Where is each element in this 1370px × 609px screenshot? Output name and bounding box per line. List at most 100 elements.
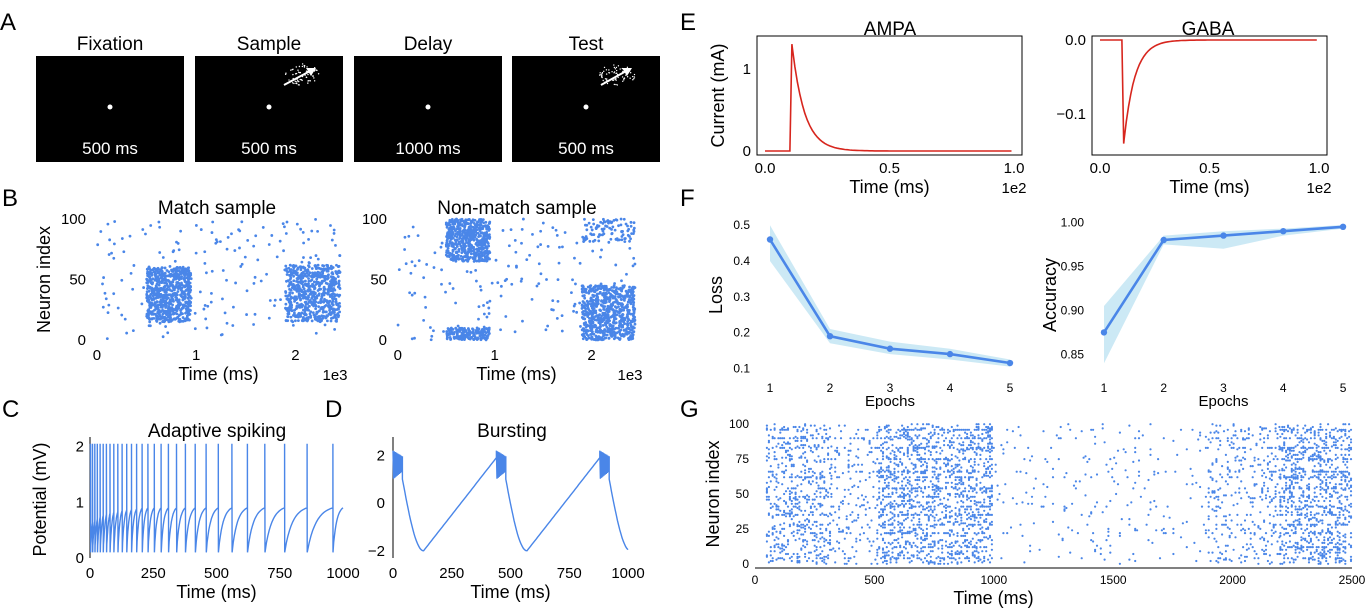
spike-point [252, 244, 256, 248]
spike-point [101, 282, 104, 286]
tick-label: 0 [76, 550, 84, 567]
spike-point [590, 228, 594, 232]
spike-point [335, 319, 338, 323]
spike-point [887, 492, 890, 496]
spike-point [455, 238, 459, 242]
spike-point [319, 301, 323, 305]
spike-point [910, 487, 913, 490]
panel-letter-c: C [2, 396, 19, 423]
spike-point [603, 328, 607, 332]
spike-point [159, 310, 162, 314]
spike-point [969, 540, 973, 543]
spike-point [288, 273, 291, 277]
spike-point [857, 448, 860, 451]
spike-point [485, 226, 489, 230]
spike-point [902, 504, 906, 507]
spike-point [503, 279, 507, 282]
spike-point [246, 238, 250, 242]
spike-point [800, 483, 803, 486]
motion-dot [629, 77, 631, 79]
spike-point [933, 491, 936, 494]
spike-point [767, 452, 771, 455]
spike-point [815, 548, 818, 551]
spike-point [600, 248, 603, 252]
spike-point [802, 478, 805, 482]
spike-point [914, 532, 917, 535]
spike-point [628, 246, 632, 250]
spike-point [954, 540, 957, 543]
spike-point [864, 508, 867, 511]
spike-point [333, 327, 337, 331]
spike-point [868, 540, 871, 543]
spike-point [581, 290, 585, 293]
spike-point [327, 285, 331, 289]
spike-point [883, 495, 887, 498]
spike-point [914, 487, 917, 490]
spike-point [485, 334, 489, 338]
spike-point [777, 498, 780, 501]
spike-point [488, 237, 491, 240]
spike-point [794, 476, 797, 479]
spike-point [456, 224, 459, 228]
spike-point [950, 557, 953, 560]
spike-point [979, 481, 982, 484]
spike-point [231, 324, 235, 327]
spike-point [827, 446, 830, 449]
motion-dot [617, 76, 619, 79]
spike-point [929, 534, 932, 538]
spike-point [885, 504, 888, 507]
spike-point [233, 249, 237, 252]
spike-point [783, 522, 786, 525]
spike-point [804, 472, 807, 475]
spike-point [802, 513, 805, 517]
spike-point [617, 224, 620, 228]
spike-point [881, 526, 885, 529]
spike-point [931, 501, 934, 504]
spike-point [129, 271, 133, 275]
spike-point [815, 520, 818, 524]
spike-point [878, 495, 881, 498]
spike-point [599, 316, 602, 320]
spike-point [821, 512, 824, 515]
spike-point [899, 529, 902, 532]
spike-point [598, 233, 601, 236]
spike-point [193, 311, 197, 315]
spike-point [906, 540, 909, 543]
spike-point [918, 505, 921, 508]
motion-dot [633, 73, 636, 76]
spike-point [777, 466, 780, 469]
spike-point [335, 270, 338, 274]
spike-point [876, 504, 879, 507]
spike-point [623, 317, 626, 321]
spike-point [872, 540, 875, 543]
spike-point [475, 225, 479, 229]
spike-point [628, 294, 632, 298]
spike-point [902, 554, 906, 557]
spike-point [876, 551, 879, 554]
spike-point [870, 544, 873, 547]
motion-dot [303, 66, 306, 68]
spike-point [902, 499, 906, 503]
spike-point [186, 307, 190, 311]
spike-point [440, 282, 443, 286]
spike-point [483, 235, 487, 238]
spike-point [962, 541, 965, 545]
data-point [1220, 232, 1227, 239]
spike-point [828, 522, 832, 525]
motion-dot [615, 66, 618, 69]
spike-point [929, 546, 932, 549]
spike-point [887, 502, 890, 505]
spike-point [144, 232, 147, 236]
y-axis-label: Neuron index [34, 226, 54, 333]
spike-point [163, 285, 167, 289]
motion-dot [616, 84, 618, 86]
spike-point [881, 561, 885, 564]
spike-point [107, 253, 111, 256]
spike-point [815, 460, 818, 463]
spike-point [454, 301, 457, 305]
spike-point [188, 312, 192, 316]
motion-dot [613, 64, 615, 66]
spike-point [804, 519, 807, 522]
spike-point [784, 469, 788, 472]
spike-point [330, 302, 334, 306]
